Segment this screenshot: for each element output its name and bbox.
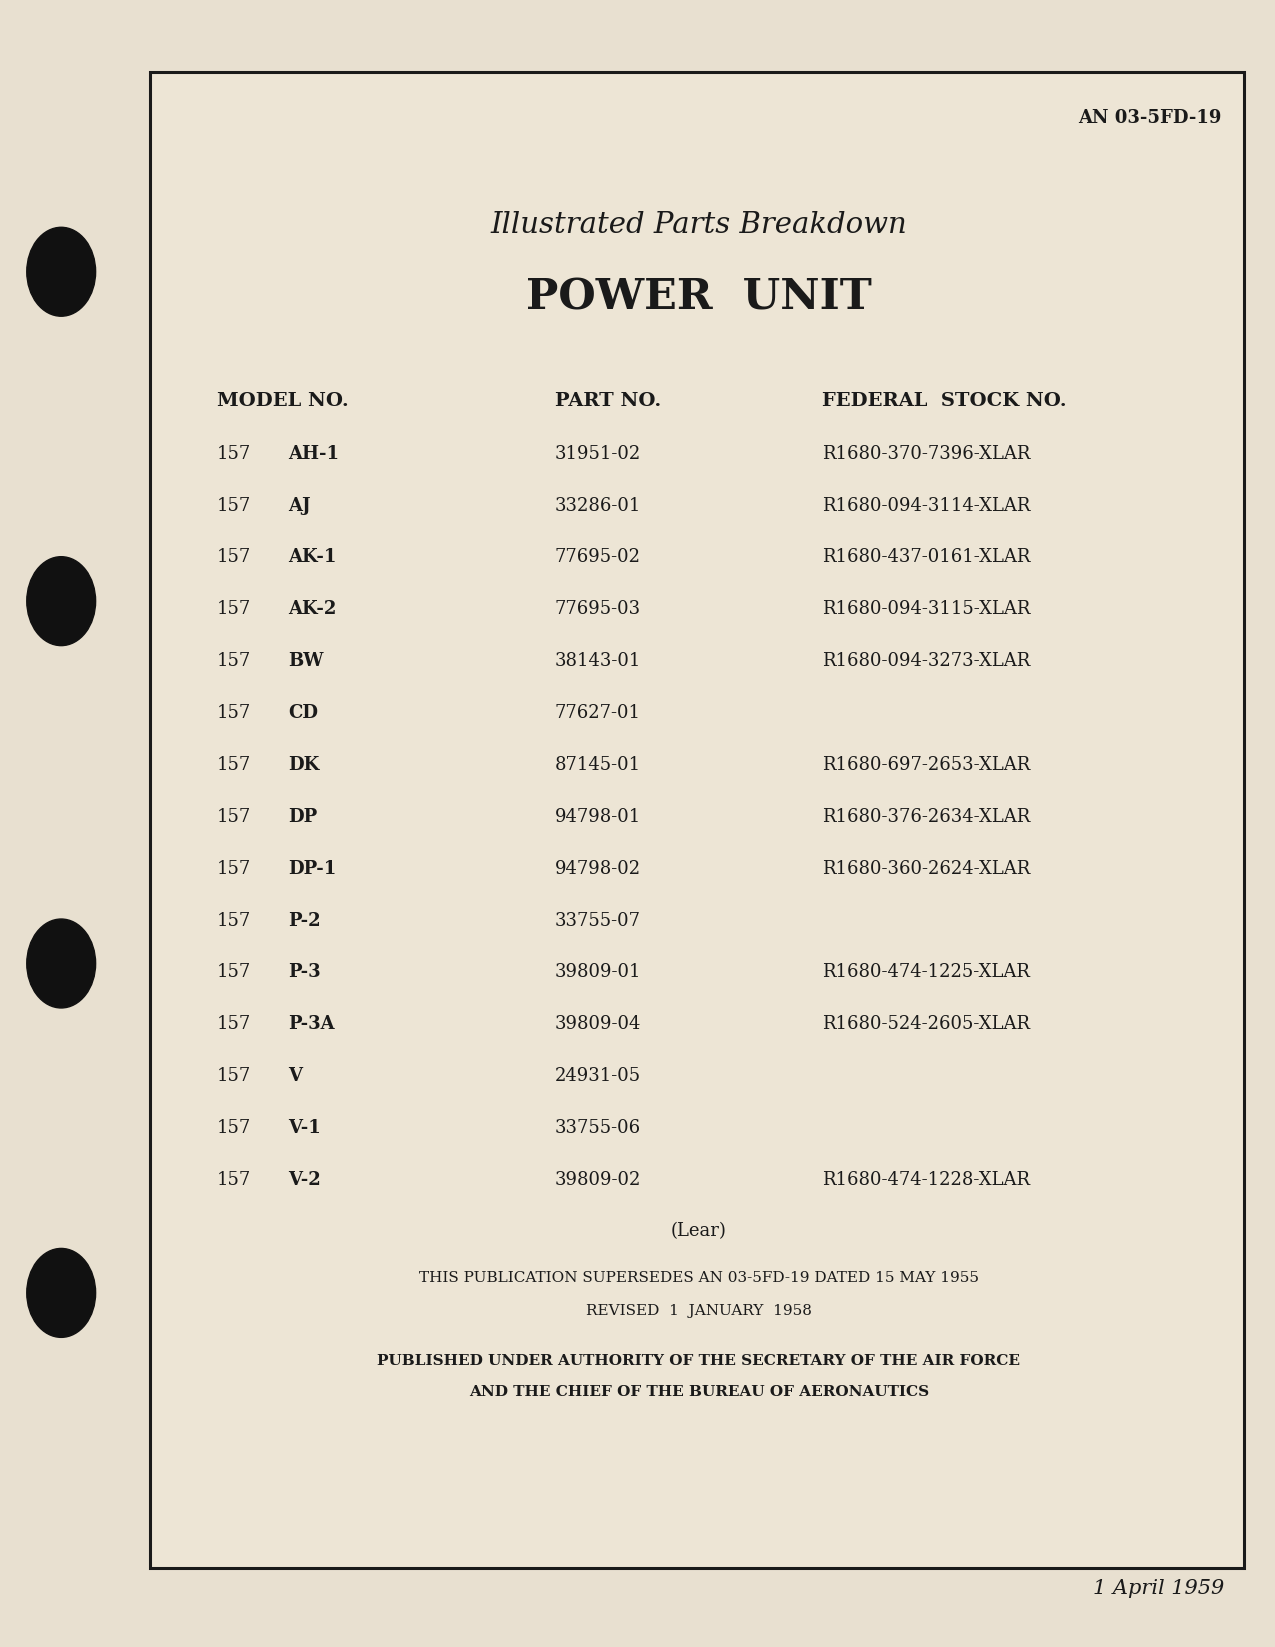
Text: DK: DK	[288, 756, 320, 774]
Text: (Lear): (Lear)	[671, 1222, 727, 1240]
Text: R1680-697-2653-XLAR: R1680-697-2653-XLAR	[822, 756, 1030, 774]
Text: 77695-03: 77695-03	[555, 600, 641, 618]
Circle shape	[27, 557, 96, 646]
Text: P-2: P-2	[288, 912, 321, 929]
Text: AH-1: AH-1	[288, 445, 339, 463]
Text: AK-1: AK-1	[288, 548, 337, 567]
Text: 77627-01: 77627-01	[555, 705, 640, 721]
Text: AND THE CHIEF OF THE BUREAU OF AERONAUTICS: AND THE CHIEF OF THE BUREAU OF AERONAUTI…	[469, 1385, 928, 1400]
Text: POWER  UNIT: POWER UNIT	[525, 277, 872, 320]
Text: 24931-05: 24931-05	[555, 1067, 641, 1085]
FancyBboxPatch shape	[150, 72, 1244, 1568]
Circle shape	[27, 919, 96, 1008]
Text: R1680-376-2634-XLAR: R1680-376-2634-XLAR	[822, 809, 1030, 825]
Text: 39809-04: 39809-04	[555, 1015, 641, 1033]
Text: 157: 157	[217, 705, 251, 721]
Text: CD: CD	[288, 705, 319, 721]
Text: THIS PUBLICATION SUPERSEDES AN 03-5FD-19 DATED 15 MAY 1955: THIS PUBLICATION SUPERSEDES AN 03-5FD-19…	[418, 1271, 979, 1286]
Text: 157: 157	[217, 912, 251, 929]
Text: 157: 157	[217, 652, 251, 670]
Text: V: V	[288, 1067, 302, 1085]
Text: BW: BW	[288, 652, 324, 670]
Text: 94798-02: 94798-02	[555, 860, 641, 878]
Text: 157: 157	[217, 1171, 251, 1189]
Text: DP-1: DP-1	[288, 860, 337, 878]
Text: R1680-360-2624-XLAR: R1680-360-2624-XLAR	[822, 860, 1030, 878]
Text: 157: 157	[217, 548, 251, 567]
Text: R1680-094-3115-XLAR: R1680-094-3115-XLAR	[822, 600, 1030, 618]
Text: P-3A: P-3A	[288, 1015, 335, 1033]
Text: R1680-474-1225-XLAR: R1680-474-1225-XLAR	[822, 963, 1030, 982]
Text: 157: 157	[217, 1120, 251, 1136]
Text: PUBLISHED UNDER AUTHORITY OF THE SECRETARY OF THE AIR FORCE: PUBLISHED UNDER AUTHORITY OF THE SECRETA…	[377, 1354, 1020, 1369]
Text: 94798-01: 94798-01	[555, 809, 641, 825]
Text: 157: 157	[217, 809, 251, 825]
Text: 157: 157	[217, 497, 251, 514]
Text: 1 April 1959: 1 April 1959	[1093, 1578, 1224, 1598]
Text: REVISED  1  JANUARY  1958: REVISED 1 JANUARY 1958	[585, 1304, 812, 1319]
Text: 157: 157	[217, 600, 251, 618]
Text: P-3: P-3	[288, 963, 321, 982]
Text: AJ: AJ	[288, 497, 311, 514]
Text: R1680-524-2605-XLAR: R1680-524-2605-XLAR	[822, 1015, 1030, 1033]
Text: 157: 157	[217, 963, 251, 982]
Text: 157: 157	[217, 1015, 251, 1033]
Text: AN 03-5FD-19: AN 03-5FD-19	[1079, 109, 1221, 127]
Text: 157: 157	[217, 445, 251, 463]
Text: AK-2: AK-2	[288, 600, 337, 618]
Text: 38143-01: 38143-01	[555, 652, 641, 670]
Text: PART NO.: PART NO.	[555, 392, 660, 410]
Text: 33755-06: 33755-06	[555, 1120, 641, 1136]
Text: R1680-474-1228-XLAR: R1680-474-1228-XLAR	[822, 1171, 1030, 1189]
Text: V-2: V-2	[288, 1171, 321, 1189]
Text: 33286-01: 33286-01	[555, 497, 641, 514]
Text: FEDERAL  STOCK NO.: FEDERAL STOCK NO.	[822, 392, 1067, 410]
Text: DP: DP	[288, 809, 317, 825]
Text: R1680-094-3114-XLAR: R1680-094-3114-XLAR	[822, 497, 1030, 514]
Text: 157: 157	[217, 860, 251, 878]
Circle shape	[27, 227, 96, 316]
Text: 39809-02: 39809-02	[555, 1171, 641, 1189]
Text: R1680-437-0161-XLAR: R1680-437-0161-XLAR	[822, 548, 1030, 567]
Circle shape	[27, 1248, 96, 1337]
Text: Illustrated Parts Breakdown: Illustrated Parts Breakdown	[491, 211, 907, 239]
Text: 87145-01: 87145-01	[555, 756, 641, 774]
Text: R1680-370-7396-XLAR: R1680-370-7396-XLAR	[822, 445, 1030, 463]
Text: 31951-02: 31951-02	[555, 445, 641, 463]
Text: MODEL NO.: MODEL NO.	[217, 392, 348, 410]
Text: V-1: V-1	[288, 1120, 321, 1136]
Text: 33755-07: 33755-07	[555, 912, 640, 929]
Text: 39809-01: 39809-01	[555, 963, 641, 982]
Text: R1680-094-3273-XLAR: R1680-094-3273-XLAR	[822, 652, 1030, 670]
Text: 157: 157	[217, 756, 251, 774]
Text: 157: 157	[217, 1067, 251, 1085]
Text: 77695-02: 77695-02	[555, 548, 640, 567]
